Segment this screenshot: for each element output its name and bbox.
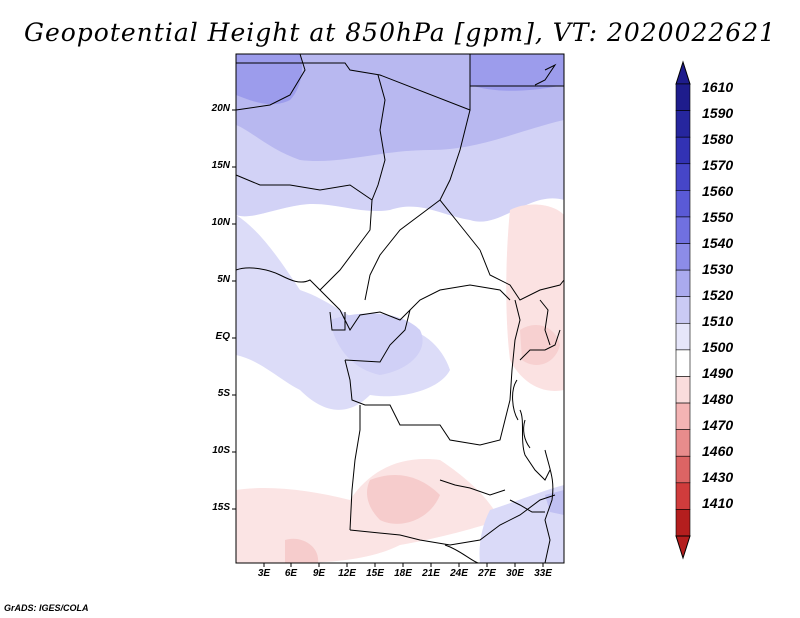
colorbar-label: 1430 <box>702 469 734 485</box>
colorbar-swatch <box>675 455 691 484</box>
colorbar-label: 1550 <box>702 209 734 225</box>
lat-label: 15N <box>211 160 230 171</box>
country-borders <box>235 53 565 564</box>
axis-ticks <box>232 109 544 567</box>
colorbar-swatch <box>675 429 691 457</box>
colorbar-label: 1520 <box>702 287 734 303</box>
lon-label: 21E <box>422 568 440 579</box>
lat-label: EQ <box>215 331 230 342</box>
lon-label: 30E <box>506 568 524 579</box>
colorbar-label: 1540 <box>702 235 734 251</box>
lon-label: 18E <box>394 568 412 579</box>
colorbar-swatch <box>675 110 691 138</box>
colorbar-bottom-arrow <box>675 535 691 560</box>
lon-label: 9E <box>312 568 326 579</box>
colorbar-swatch <box>675 136 691 165</box>
colorbar-swatch <box>675 482 691 510</box>
colorbar-label: 1460 <box>702 443 734 459</box>
lat-label: 10N <box>211 217 230 228</box>
colorbar-swatch <box>675 322 691 351</box>
colorbar-label: 1570 <box>702 157 734 173</box>
colorbar-top-arrow <box>675 60 691 85</box>
colorbar-swatch <box>675 402 691 430</box>
colorbar-label: 1590 <box>702 105 734 121</box>
map-frame <box>235 53 565 564</box>
colorbar-label: 1480 <box>702 391 734 407</box>
colorbar-swatch <box>675 243 691 271</box>
lat-label: 20N <box>211 103 230 114</box>
lat-label: 10S <box>212 445 230 456</box>
colorbar-label: 1560 <box>702 183 734 199</box>
colorbar-swatch <box>675 190 691 218</box>
colorbar-swatch <box>675 83 691 111</box>
colorbar-label: 1490 <box>702 365 734 381</box>
lon-label: 3E <box>257 568 271 579</box>
colorbar-label: 1610 <box>702 79 734 95</box>
lon-label: 24E <box>450 568 468 579</box>
lon-label: 6E <box>284 568 298 579</box>
colorbar-swatch <box>675 376 691 404</box>
lon-label: 12E <box>338 568 356 579</box>
lon-label: 27E <box>478 568 496 579</box>
footer-credit: GrADS: IGES/COLA <box>4 603 89 613</box>
colorbar-label: 1470 <box>702 417 734 433</box>
map-title: Geopotential Height at 850hPa [gpm], VT:… <box>23 18 777 47</box>
lat-label: 5S <box>217 388 230 399</box>
colorbar-label: 1500 <box>702 339 734 355</box>
colorbar-label: 1410 <box>702 495 734 511</box>
colorbar-label: 1580 <box>702 131 734 147</box>
colorbar-label: 1530 <box>702 261 734 277</box>
lat-label: 15S <box>212 502 230 513</box>
colorbar-swatch <box>675 296 691 324</box>
height-field <box>236 54 564 563</box>
colorbar-swatch <box>675 269 691 298</box>
colorbar-swatch <box>675 163 691 191</box>
lat-label: 5N <box>217 274 230 285</box>
colorbar-swatch <box>675 509 691 537</box>
colorbar-label: 1510 <box>702 313 734 329</box>
lon-label: 33E <box>534 568 552 579</box>
lon-label: 15E <box>366 568 384 579</box>
colorbar-swatch <box>675 349 691 377</box>
colorbar-swatch <box>675 216 691 244</box>
colorbar <box>675 60 691 560</box>
